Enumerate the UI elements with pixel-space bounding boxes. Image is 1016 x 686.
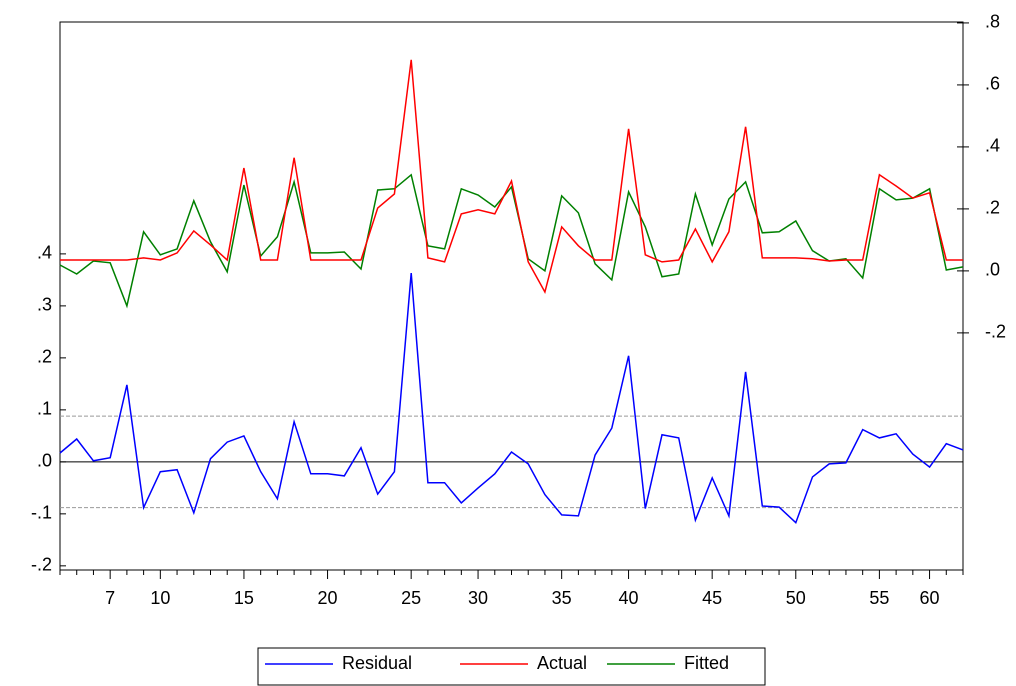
legend-label: Residual	[342, 653, 412, 673]
x-tick-label: 55	[869, 588, 889, 608]
x-tick-label: 15	[234, 588, 254, 608]
x-tick-label: 35	[552, 588, 572, 608]
y-tick-label: -.1	[31, 503, 52, 523]
y-tick-label: .1	[37, 399, 52, 419]
series-line	[59, 173, 964, 309]
y2-tick-label: -.2	[985, 322, 1006, 342]
x-tick-label: 50	[786, 588, 806, 608]
y2-tick-label: .2	[985, 198, 1000, 218]
legend-label: Actual	[537, 653, 587, 673]
y-tick-label: .2	[37, 347, 52, 367]
y-tick-label: .0	[37, 451, 52, 471]
x-tick-label: 45	[702, 588, 722, 608]
x-tick-label: 60	[920, 588, 940, 608]
x-tick-label: 40	[619, 588, 639, 608]
y-tick-label: .4	[37, 243, 52, 263]
y2-tick-label: .0	[985, 260, 1000, 280]
series-line	[59, 273, 964, 525]
plot-frame	[59, 21, 964, 571]
x-tick-label: 20	[318, 588, 338, 608]
x-tick-label: 10	[150, 588, 170, 608]
x-tick-label: 30	[468, 588, 488, 608]
x-tick-label: 25	[401, 588, 421, 608]
legend-box	[257, 647, 766, 686]
series-line	[60, 59, 963, 295]
x-tick-label: 7	[105, 588, 115, 608]
legend-label: Fitted	[684, 653, 729, 673]
y-tick-label: .3	[37, 295, 52, 315]
y2-tick-label: .8	[985, 12, 1000, 32]
y2-tick-label: .6	[985, 74, 1000, 94]
y-tick-label: -.2	[31, 555, 52, 575]
y2-tick-label: .4	[985, 136, 1000, 156]
